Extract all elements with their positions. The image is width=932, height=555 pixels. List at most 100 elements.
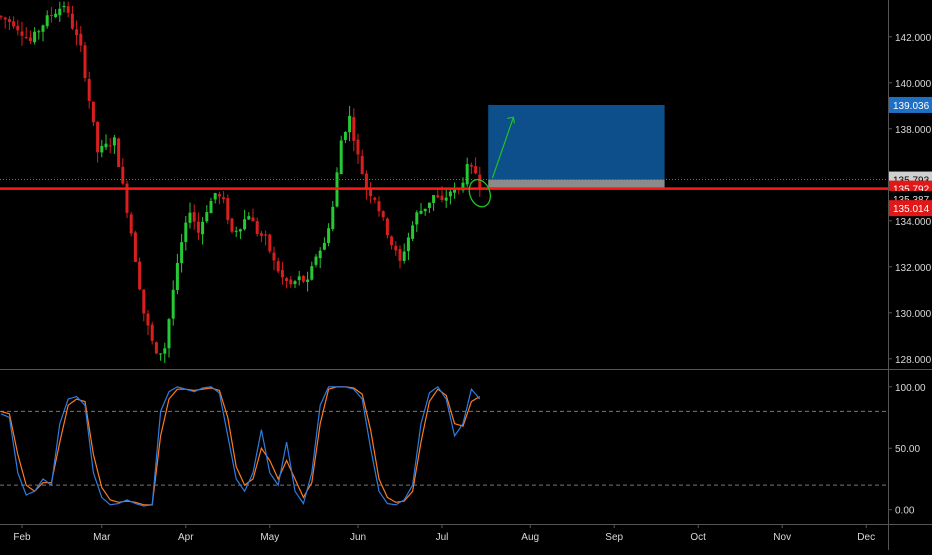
candle-body [280,269,284,278]
candle [331,200,335,232]
candle-body [373,197,377,200]
candle [75,20,79,46]
candle-body [230,218,234,232]
candle [142,289,146,322]
candle [348,105,352,142]
candle [339,135,343,175]
candle [465,157,469,187]
candle-body [205,212,209,222]
candle [318,247,322,269]
candle [444,188,448,208]
candle [125,180,129,218]
candle [33,27,37,45]
candle-body [255,221,259,235]
candle [96,121,100,163]
candle [247,212,251,220]
candle [360,149,364,175]
candle-body [0,16,3,18]
candle [188,202,192,229]
time-tick-label: Nov [773,532,791,543]
candle-body [478,174,482,188]
time-tick-label: Mar [93,532,111,543]
candle [121,158,125,186]
candle-body [356,139,360,155]
candle-body [163,348,167,354]
candle-body [348,115,352,133]
candle [192,204,196,230]
candle [398,245,402,269]
candle [306,271,310,292]
candle [112,134,116,154]
candle-body [16,25,20,31]
breakout-circle-marker [468,178,491,208]
candle-body [238,229,242,232]
candle [133,230,137,263]
candle [356,133,360,164]
target-zone-box [488,104,665,180]
candle [87,71,91,109]
stoch-k-line [0,385,481,507]
candle-body [180,242,184,264]
candle-body [453,188,457,193]
candle [285,276,289,289]
candle [209,197,213,214]
candle [205,205,209,224]
candle-body [150,324,154,341]
candle-body [314,256,318,265]
candle [24,27,28,40]
time-tick-label: Jul [436,532,449,543]
stoch-tick-label: 100.00 [895,383,926,394]
candle [159,353,163,361]
candle-body [79,33,83,46]
candle-body [62,6,66,8]
candle [138,257,142,291]
time-tick-label: Sep [605,532,623,543]
price-tick-label: 140.000 [895,79,932,90]
candle-body [276,261,280,272]
candle-body [432,195,436,203]
candle [100,139,104,158]
candle-body [394,245,398,251]
candle-body [91,101,95,123]
candle-body [138,261,142,290]
candle [289,276,293,288]
candle-body [419,210,423,214]
time-tick-label: Dec [857,532,875,543]
candle [150,321,154,345]
candle-body [33,31,37,43]
candle [234,226,238,238]
candle-body [70,13,74,29]
candle-body [24,37,28,39]
candle [154,341,158,355]
candle-body [100,145,104,153]
candle-body [301,275,305,282]
candle-body [37,31,41,33]
candle [293,279,297,289]
candle-body [251,217,255,222]
candle-body [154,342,158,354]
candle-body [461,182,465,191]
candle [12,16,16,29]
candle-body [327,228,331,244]
candle [327,223,331,247]
candle-body [390,236,394,246]
candle-body [96,121,100,153]
candle-body [167,319,171,349]
candle [20,21,24,46]
candle-body [49,14,53,16]
candle [108,138,112,154]
candle [196,212,200,241]
price-tick-label: 128.000 [895,355,932,366]
time-tick-label: Apr [178,532,194,543]
candle-body [322,242,326,250]
candle-body [448,191,452,197]
candle-body [377,201,381,212]
projection-arrow-head [507,116,515,124]
candle-body [406,237,410,252]
candle-body [427,202,431,208]
candle-body [268,234,272,252]
